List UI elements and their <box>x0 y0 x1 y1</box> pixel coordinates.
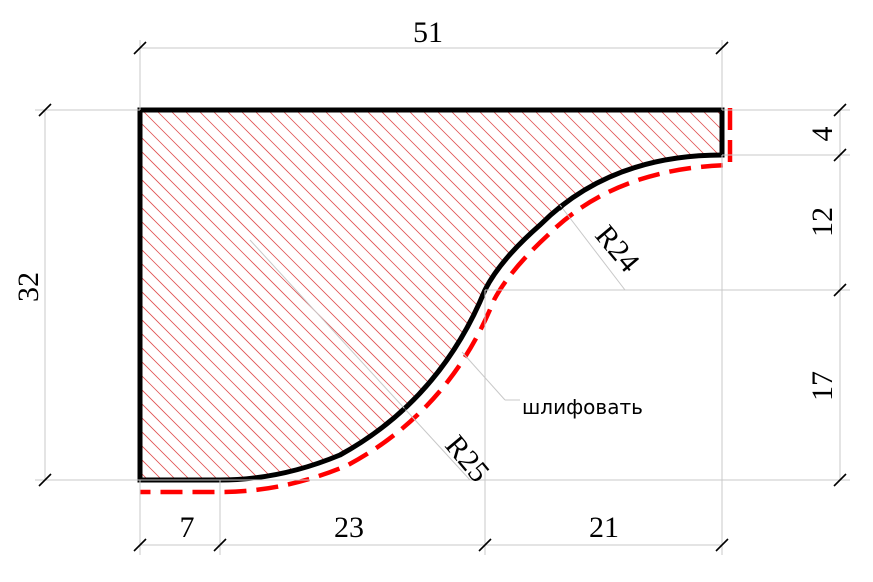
hatch-line <box>719 110 722 480</box>
dim-right-middle: 12 <box>806 207 839 237</box>
dim-right-lower: 17 <box>806 371 839 401</box>
dimension-lines <box>35 40 850 555</box>
dim-bottom-right: 21 <box>589 511 619 544</box>
hatch-line <box>509 110 722 480</box>
hatch-line <box>776 100 873 500</box>
hatch-line <box>762 100 873 500</box>
hatch-line <box>140 110 225 480</box>
hatch-line <box>579 110 722 480</box>
dim-overall-width: 51 <box>413 16 443 49</box>
hatch-line <box>832 100 873 500</box>
finish-line-dashed <box>140 108 733 495</box>
hatch-line <box>140 110 351 480</box>
hatch-line <box>140 110 267 480</box>
dim-overall-height: 32 <box>12 272 45 302</box>
hatch-line <box>140 110 421 480</box>
hatch-line <box>140 110 365 480</box>
dimension-ticks <box>38 41 847 552</box>
hatch-line <box>663 110 722 480</box>
hatch-line <box>140 110 253 480</box>
hatch-line <box>140 110 211 480</box>
hatch-line <box>818 100 873 500</box>
hatch-line <box>523 110 722 480</box>
hatch-line <box>677 110 722 480</box>
hatch-line <box>140 110 309 480</box>
hatch-line <box>140 110 407 480</box>
dim-top-step: 4 <box>806 127 839 142</box>
hatch-line <box>551 110 722 480</box>
hatch-line <box>804 100 873 500</box>
profile-outline <box>137 107 725 483</box>
hatch-line <box>140 110 239 480</box>
dim-bottom-flat: 7 <box>180 511 195 544</box>
hatch-line <box>734 100 873 500</box>
hatch-line <box>495 110 722 480</box>
hatch-line <box>140 110 435 480</box>
hatch-line <box>691 110 722 480</box>
section-hatching <box>140 100 873 500</box>
hatch-line <box>860 100 873 500</box>
hatch-line <box>140 110 281 480</box>
hatch-line <box>537 110 722 480</box>
hatch-line <box>790 100 873 500</box>
hatch-line <box>607 110 722 480</box>
hatch-line <box>140 110 393 480</box>
hatch-line <box>140 110 295 480</box>
dim-bottom-middle: 23 <box>334 511 364 544</box>
hatch-line <box>140 110 337 480</box>
hatch-line <box>140 110 379 480</box>
hatch-line <box>748 100 873 500</box>
hatch-line <box>846 100 873 500</box>
hatch-line <box>593 110 722 480</box>
hatch-line <box>140 110 323 480</box>
radius-upper-label: R24 <box>589 219 646 279</box>
grinding-note: шлифовать <box>522 395 643 419</box>
